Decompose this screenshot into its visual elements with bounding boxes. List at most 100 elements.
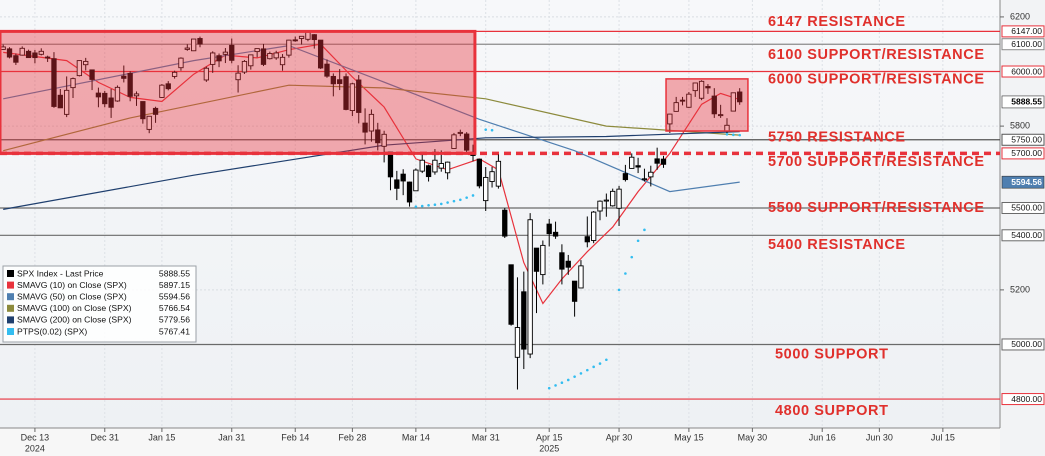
ptps-dot: [592, 365, 595, 369]
legend-swatch: [7, 316, 14, 324]
candle-body: [44, 56, 51, 59]
candle-body: [641, 178, 648, 181]
candle-body: [6, 48, 13, 58]
level-label: 5000 SUPPORT: [775, 346, 889, 362]
candle-body: [38, 50, 44, 55]
candle-body: [146, 115, 152, 130]
last-price-frame: [1001, 95, 1045, 109]
ptps-dot: [738, 133, 741, 137]
x-tick-label: Mar 14: [402, 432, 430, 442]
candle-body: [533, 247, 540, 272]
candle-body: [70, 78, 76, 89]
candle-body: [521, 291, 527, 350]
price-box: 5400.00: [1001, 229, 1045, 242]
candle-body: [508, 264, 514, 325]
ptps-dot: [446, 201, 449, 204]
x-year-label: 2025: [539, 443, 559, 453]
candle-body: [425, 165, 432, 178]
ptps-dot: [560, 381, 564, 384]
candle-body: [629, 156, 635, 169]
candle-body: [121, 75, 127, 79]
ptps-dot: [586, 368, 589, 372]
candle-body: [229, 44, 235, 61]
price-box-label: 6100.00: [1011, 39, 1042, 49]
candle-body: [286, 39, 292, 56]
price-box: 6100.00: [1001, 38, 1045, 51]
x-tick-label: Feb 14: [281, 432, 309, 442]
ptps-dot: [605, 358, 608, 362]
level-label: 4800 SUPPORT: [775, 403, 889, 419]
candle-body: [476, 158, 483, 187]
candle-body: [330, 75, 336, 85]
candle-body: [737, 91, 743, 103]
x-tick-label: Feb 28: [338, 432, 366, 442]
legend-value: 5594.56: [159, 291, 190, 301]
level-label: 5700 SUPPORT/RESISTANCE: [768, 154, 985, 170]
candle-body: [635, 165, 641, 168]
candle-body: [717, 114, 724, 117]
legend-name: SMAVG (200) on Close (SPX): [17, 315, 132, 325]
ptps-dot: [636, 239, 640, 243]
price-box: 4800.00: [1001, 393, 1045, 406]
candle-body: [660, 158, 667, 165]
candle-body: [89, 69, 95, 80]
x-tick-label: May 15: [674, 432, 704, 442]
price-box-frame: [1001, 201, 1045, 214]
candle-body: [260, 48, 267, 65]
ptps-dot: [452, 199, 456, 203]
ptps-dot: [439, 202, 443, 206]
price-box: 6147.00: [1001, 25, 1045, 38]
candle-body: [317, 39, 324, 69]
candle-body: [133, 93, 140, 97]
candle-body: [489, 171, 495, 182]
last-price-label: 5594.56: [1011, 177, 1042, 187]
candle-body: [686, 93, 692, 108]
price-box-frame: [1001, 393, 1045, 406]
legend-name: SMAVG (100) on Close (SPX): [17, 303, 132, 313]
price-box-label: 5700.00: [1011, 148, 1042, 158]
price-box: 5000.00: [1001, 338, 1045, 351]
candle-body: [279, 56, 286, 66]
candle-body: [222, 51, 229, 55]
level-label: 5750 RESISTANCE: [768, 130, 906, 146]
candle-body: [368, 113, 375, 132]
x-tick-label: Jul 15: [931, 432, 955, 442]
legend-swatch: [7, 304, 14, 312]
price-box-frame: [1001, 38, 1045, 51]
candle-body: [692, 82, 698, 92]
candle-body: [95, 92, 102, 98]
price-box-label: 6000.00: [1011, 66, 1042, 76]
legend-name: SMAVG (10) on Close (SPX): [17, 280, 127, 290]
candle-body: [210, 52, 216, 65]
x-tick-label: Dec 13: [21, 432, 50, 442]
ptps-dot: [420, 204, 424, 208]
candle-body: [152, 107, 159, 115]
ptps-dot: [732, 133, 735, 137]
ptps-dot: [566, 378, 570, 382]
y-tick-label: 6200: [1010, 11, 1030, 21]
candle-body: [171, 71, 178, 77]
ptps-dot: [490, 128, 494, 132]
price-box-label: 5000.00: [1011, 339, 1042, 349]
price-box-frame: [1001, 229, 1045, 242]
candle-body: [19, 47, 25, 56]
ptps-dot: [725, 132, 729, 136]
candle-body: [273, 52, 279, 59]
candle-body: [578, 265, 584, 289]
candle-body: [83, 60, 89, 66]
candle-body: [298, 35, 305, 39]
level-label: 6100 SUPPORT/RESISTANCE: [768, 47, 985, 63]
candle-body: [527, 219, 533, 355]
price-box-frame: [1001, 338, 1045, 351]
ptps-dot: [579, 372, 583, 375]
candle-body: [203, 67, 209, 81]
legend-swatch: [7, 270, 14, 277]
candle-body: [254, 48, 260, 53]
x-year-label: 2024: [25, 443, 45, 453]
moving-average-line: [3, 43, 740, 305]
candle-body: [235, 72, 241, 81]
candle-body: [165, 83, 171, 90]
candle-body: [552, 231, 559, 237]
bottom-axis-background: [0, 428, 1000, 456]
